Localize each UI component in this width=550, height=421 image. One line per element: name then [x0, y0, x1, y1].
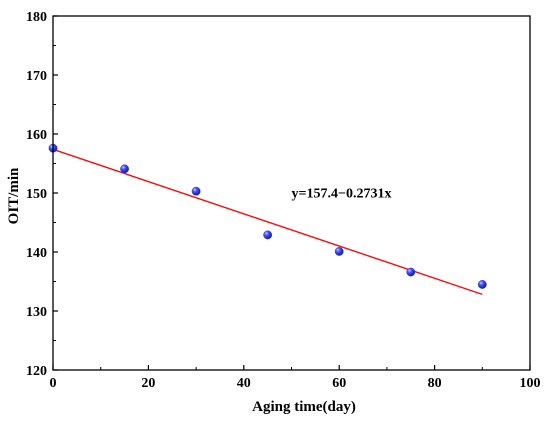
x-tick-labels: 0 20 40 60 80 100 — [50, 376, 541, 391]
y-tick-label: 150 — [26, 187, 47, 202]
fit-line-layer — [52, 148, 483, 296]
y-tick-label: 180 — [26, 10, 47, 25]
x-tick-label: 20 — [141, 376, 155, 391]
fit-line — [52, 148, 483, 296]
y-tick-label: 170 — [26, 69, 47, 84]
data-point — [406, 267, 416, 277]
data-point — [334, 247, 344, 256]
y-tick-label: 160 — [26, 128, 47, 143]
data-point — [120, 164, 129, 174]
data-point — [477, 280, 487, 289]
plot-frame — [52, 15, 531, 371]
x-tick-label: 80 — [428, 376, 442, 391]
x-tick-label: 0 — [50, 376, 57, 391]
y-tick-label: 130 — [26, 305, 47, 320]
data-point — [191, 186, 201, 196]
x-axis-title: Aging time(day) — [252, 399, 356, 415]
fit-equation-annotation: y=157.4−0.2731x — [292, 187, 392, 202]
data-point — [263, 230, 273, 240]
y-tick-label: 140 — [26, 246, 47, 261]
y-axis-title: OIT/min — [6, 167, 22, 224]
y-tick-label: 120 — [26, 364, 47, 379]
data-points — [48, 143, 487, 289]
y-tick-labels: 120 130 140 150 160 170 180 — [26, 10, 47, 379]
x-tick-label: 40 — [237, 376, 251, 391]
x-tick-label: 100 — [520, 376, 541, 391]
x-tick-label: 60 — [332, 376, 346, 391]
